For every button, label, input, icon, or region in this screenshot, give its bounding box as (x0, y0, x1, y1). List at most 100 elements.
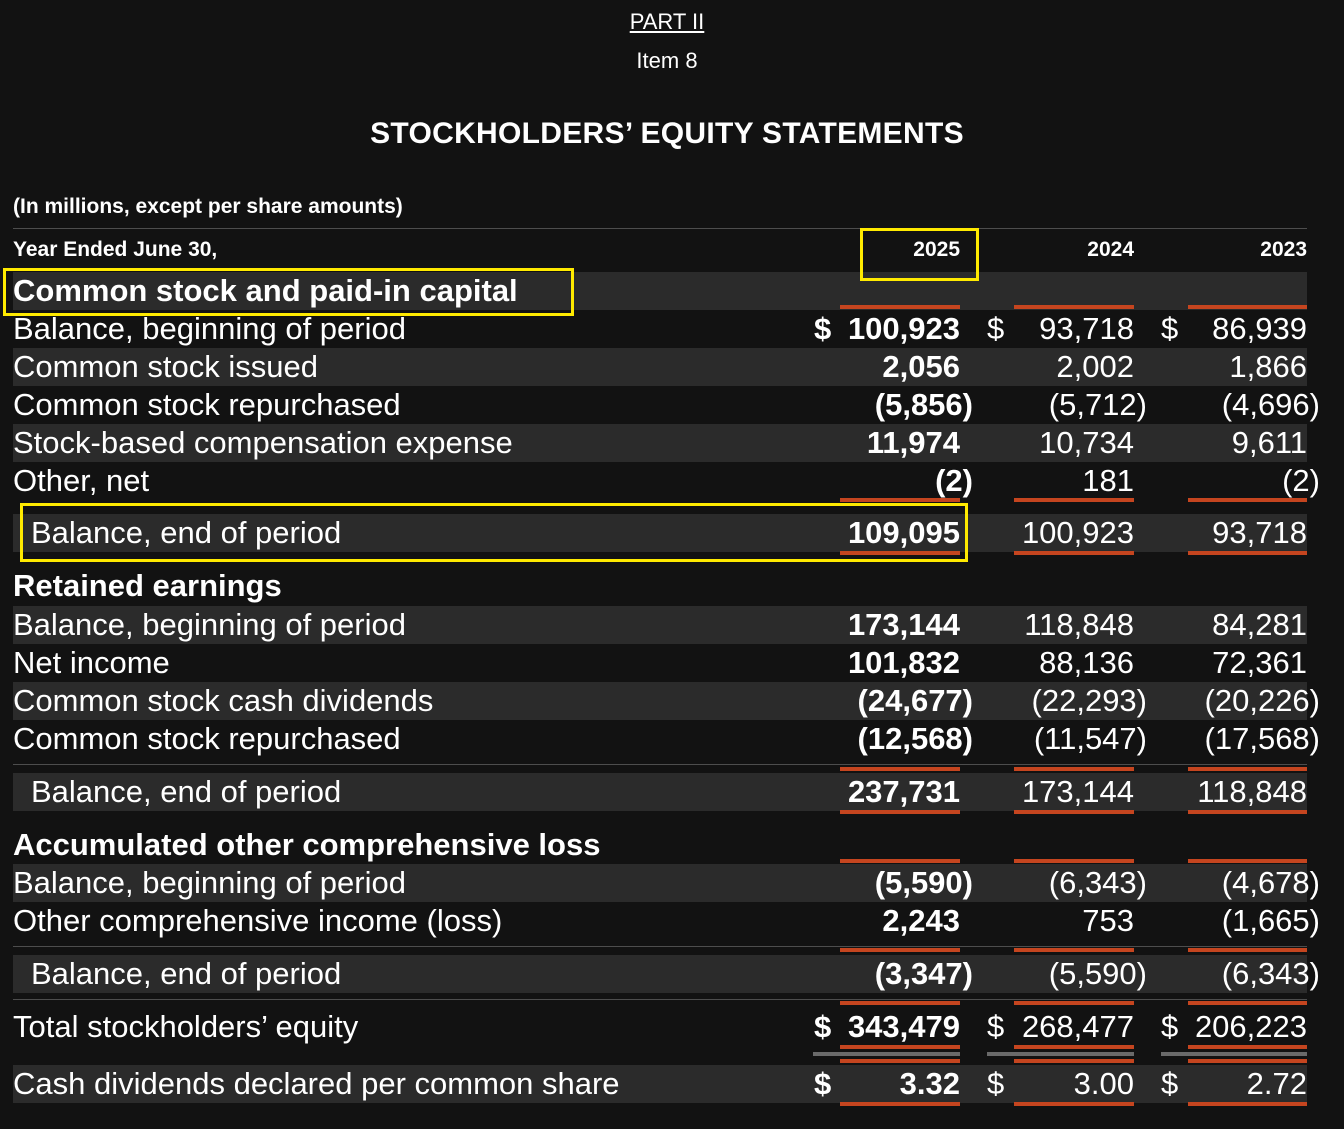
table-row: Balance, beginning of period (5,590) (6,34… (0, 864, 1344, 902)
underline-rule (1188, 948, 1307, 952)
row-band (13, 864, 1307, 902)
value-cell: (20,226) (1204, 683, 1320, 718)
row-band (13, 514, 1307, 552)
column-header-row: Year Ended June 30, (0, 232, 1344, 270)
value-cell: 118,848 (1197, 774, 1307, 809)
divider (13, 228, 1307, 229)
value-cell: 100,923 (1021, 515, 1134, 550)
underline-rule (1014, 810, 1134, 814)
value-cell: 84,281 (1212, 607, 1307, 642)
value-cell: (2) (1282, 463, 1320, 498)
column-header-label: Year Ended June 30, (13, 238, 218, 261)
row-band (13, 773, 1307, 811)
row-label: Balance, beginning of period (13, 865, 406, 900)
row-band (13, 955, 1307, 993)
value-cell: 181 (1082, 463, 1134, 498)
section-title-label: Common stock and paid-in capital (13, 273, 518, 308)
table-row: Stock-based compensation expense 11,974 10… (0, 424, 1344, 462)
value-cell: 10,734 (1039, 425, 1134, 460)
divider (13, 999, 1307, 1000)
value-cell: (6,343) (1048, 865, 1147, 900)
value-cell: 2,002 (1056, 349, 1134, 384)
currency-symbol: $ (814, 1066, 832, 1101)
value-cell: (4,678) (1221, 865, 1320, 900)
underline-rule (1014, 767, 1134, 771)
value-cell: (17,568) (1204, 721, 1320, 756)
row-label: Common stock repurchased (13, 721, 401, 756)
table-row: Common stock repurchased (12,568) (11,547)… (0, 720, 1344, 758)
underline-rule (1014, 551, 1134, 555)
dividends-row: Cash dividends declared per common share… (0, 1065, 1344, 1103)
underline-rule (1014, 1059, 1134, 1063)
double-underline-rule (1161, 1052, 1307, 1056)
part-heading: PART II (629, 9, 705, 34)
value-cell: (4,696) (1221, 387, 1320, 422)
value-cell: (1,665) (1221, 903, 1320, 938)
underline-rule (1188, 305, 1307, 309)
underline-rule (1188, 498, 1307, 502)
table-row: Common stock cash dividends (24,677) (22,2… (0, 682, 1344, 720)
underline-rule (1014, 305, 1134, 309)
value-cell: 93,718 (1212, 515, 1307, 550)
value-cell: (5,856) (874, 387, 973, 422)
underline-rule (1188, 1059, 1307, 1063)
value-cell: 343,479 (847, 1009, 960, 1044)
double-underline-rule (813, 1052, 960, 1056)
table-row: Other comprehensive income (loss) 2,243 75… (0, 902, 1344, 940)
table-row: Balance, beginning of period 173,144 118,8… (0, 606, 1344, 644)
underline-rule (840, 859, 960, 863)
row-band (13, 1065, 1307, 1103)
value-cell: (11,547) (1033, 721, 1147, 756)
underline-rule (1014, 1045, 1134, 1049)
value-cell: 2,243 (882, 903, 960, 938)
value-cell: (3,347) (874, 956, 973, 991)
underline-rule (1014, 498, 1134, 502)
currency-symbol: $ (1161, 1066, 1179, 1101)
subtotal-row: Balance, end of period 109,095 100,923 93,7… (0, 514, 1344, 552)
underline-rule (1188, 551, 1307, 555)
row-label: Cash dividends declared per common share (13, 1066, 620, 1101)
currency-symbol: $ (987, 1066, 1005, 1101)
table-row: Common stock repurchased (5,856) (5,712) (4… (0, 386, 1344, 424)
value-cell: 173,144 (1021, 774, 1134, 809)
value-cell: 88,136 (1039, 645, 1134, 680)
currency-symbol: $ (1161, 1009, 1179, 1044)
value-cell: 206,223 (1194, 1009, 1307, 1044)
grand-total-row: Total stockholders’ equity $343,479 $268,4… (0, 1008, 1344, 1046)
underline-rule (1188, 767, 1307, 771)
section-title: Retained earnings (0, 567, 1344, 605)
subtotal-row: Balance, end of period 237,731 173,144 118,… (0, 773, 1344, 811)
underline-rule (840, 948, 960, 952)
row-label: Balance, end of period (31, 515, 342, 550)
row-band (13, 682, 1307, 720)
table-row: Net income 101,832 88,136 72,361 (0, 644, 1344, 682)
currency-symbol: $ (987, 311, 1005, 346)
highlight-box-2025 (860, 228, 979, 281)
value-cell: (5,712) (1048, 387, 1147, 422)
value-cell: 86,939 (1212, 311, 1307, 346)
underline-rule (1188, 1045, 1307, 1049)
table-row: Other, net (2) 181 (2) (0, 462, 1344, 500)
currency-symbol: $ (987, 1009, 1005, 1044)
value-cell: (2) (935, 463, 973, 498)
value-cell: 9,611 (1231, 425, 1307, 460)
underline-rule (840, 1059, 960, 1063)
page-title: STOCKHOLDERS’ EQUITY STATEMENTS (370, 117, 964, 150)
value-cell: (24,677) (857, 683, 973, 718)
underline-rule (840, 810, 960, 814)
value-cell: 100,923 (847, 311, 960, 346)
underline-rule (840, 1045, 960, 1049)
value-cell: 2,056 (882, 349, 960, 384)
table-row: Common stock issued 2,056 2,002 1,866 (0, 348, 1344, 386)
row-label: Balance, beginning of period (13, 311, 406, 346)
divider (13, 764, 1307, 765)
value-cell: 1,866 (1229, 349, 1307, 384)
underline-rule (1188, 859, 1307, 863)
double-underline-rule (987, 1052, 1134, 1056)
underline-rule (1188, 1102, 1307, 1106)
underline-rule (840, 1001, 960, 1005)
section-title-label: Accumulated other comprehensive loss (13, 827, 601, 862)
section-title: Common stock and paid-in capital (0, 272, 1344, 310)
year-header: 2025 (913, 238, 960, 261)
underline-rule (1014, 948, 1134, 952)
